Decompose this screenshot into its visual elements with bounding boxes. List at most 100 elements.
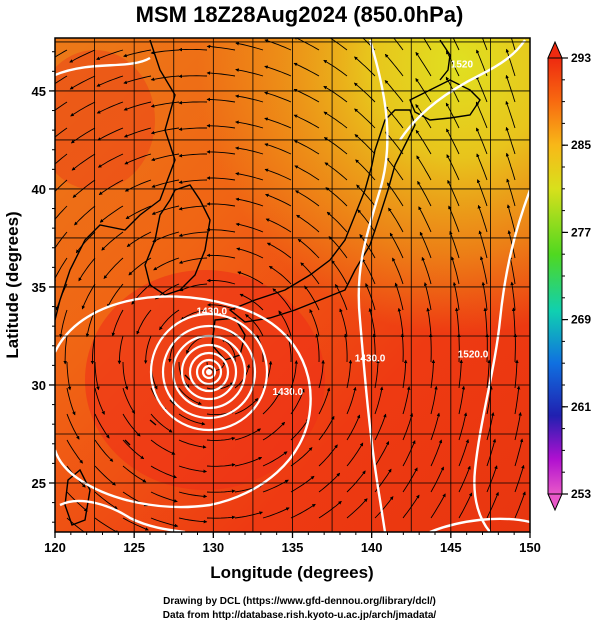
wind-streamline (262, 391, 281, 415)
wind-streamline (346, 442, 364, 467)
wind-streamline (90, 335, 96, 365)
wind-streamline (55, 205, 68, 220)
wind-streamline (293, 140, 320, 155)
wind-streamline (178, 465, 207, 474)
contour-se-ring (429, 517, 530, 532)
wind-streamline (514, 359, 519, 389)
wind-streamline (206, 278, 236, 285)
wind-streamline (206, 515, 236, 520)
wind-streamline (505, 74, 516, 103)
wind-streamline (514, 438, 524, 467)
korean-peninsula-coast (144, 184, 211, 296)
wind-streamline (55, 153, 68, 165)
wind-streamline (386, 182, 404, 207)
wind-streamline (94, 491, 118, 510)
x-tick-label: 140 (361, 540, 383, 555)
wind-streamline (417, 180, 432, 207)
wind-streamline (293, 38, 320, 51)
wind-streamline (323, 59, 348, 77)
wind-streamline (150, 413, 173, 433)
wind-streamline (514, 464, 525, 493)
wind-streamline (74, 205, 96, 226)
wind-streamline (159, 309, 180, 331)
sakhalin-coast (439, 39, 451, 81)
wind-streamline (125, 205, 152, 220)
honshu-coast (228, 109, 416, 323)
contour-1430-large (55, 295, 312, 509)
wind-streamline (423, 38, 432, 51)
wind-streamline (264, 117, 292, 129)
colorbar-tick-label: 253 (571, 487, 591, 501)
wind-streamline (295, 190, 320, 207)
wind-streamline (324, 162, 348, 181)
wind-streamline (150, 439, 176, 455)
y-tick-label: 30 (32, 378, 46, 393)
wind-streamline (389, 232, 404, 259)
wind-streamline (262, 479, 289, 493)
colorbar-tick-label: 277 (571, 225, 591, 239)
wind-streamline (262, 451, 288, 467)
wind-streamline (331, 260, 348, 285)
axis-ticks: 120 125 130 135 140 145 150 25 30 35 40 45 (32, 51, 541, 555)
ryukyu-islands (124, 374, 191, 446)
wind-streamline (122, 413, 141, 437)
wind-streamline (151, 205, 180, 215)
wind-streamline (339, 308, 348, 337)
wind-streamline (235, 120, 264, 129)
wind-streamline (206, 202, 236, 207)
wind-streamline (234, 456, 263, 467)
wind-streamline (272, 288, 292, 311)
contour-nw-ring (55, 56, 151, 77)
wind-streamline (318, 387, 331, 415)
wind-streamline (107, 283, 124, 308)
wind-streamline (234, 397, 259, 415)
wind-streamline (385, 131, 404, 155)
colorbar-scale (547, 57, 563, 495)
wind-streamline (55, 231, 68, 249)
wind-streamline (143, 335, 152, 364)
wind-streamline (514, 412, 522, 441)
wind-streamline (426, 307, 432, 337)
wind-streamline (415, 129, 432, 155)
wind-streamline (430, 439, 443, 467)
wind-streamline (153, 257, 180, 271)
wind-streamline (476, 127, 488, 155)
wind-streamline (479, 256, 488, 285)
wind-streamline (446, 50, 460, 77)
wind-streamline (476, 153, 488, 181)
wind-streamline (75, 231, 96, 254)
wind-streamline (475, 75, 488, 103)
wind-streamline (430, 493, 446, 519)
wind-streamline (94, 387, 105, 415)
wind-streamline (178, 100, 208, 105)
wind-streamline (78, 257, 96, 282)
wind-streamline (446, 154, 460, 181)
wind-streamline (122, 439, 145, 460)
wind-streamline (393, 38, 404, 51)
coastlines (55, 39, 481, 526)
wind-streamline (206, 123, 236, 129)
wind-streamline (323, 85, 348, 103)
wind-streamline (505, 126, 516, 155)
wind-streamline (343, 333, 348, 363)
wind-streamline (290, 388, 305, 415)
wind-streamline (178, 387, 202, 405)
wind-streamline (178, 47, 208, 52)
colorbar-tick-label: 269 (571, 313, 591, 327)
wind-streamline (178, 74, 208, 79)
wind-streamline (486, 438, 497, 467)
wind-streamline (206, 436, 236, 441)
wind-streamline (402, 386, 411, 415)
wind-streamline (290, 447, 313, 467)
y-tick-label: 45 (32, 84, 46, 99)
wind-streamline (123, 101, 152, 111)
wind-streamline (384, 53, 404, 77)
wind-streamlines (55, 38, 526, 532)
wind-streamline (397, 307, 404, 337)
contour-label: 1430.0 (355, 353, 386, 364)
wind-streamline (235, 41, 264, 51)
wind-streamline (506, 204, 516, 233)
wind-streamline (368, 308, 376, 337)
wind-streamline (402, 467, 418, 493)
wind-streamline (510, 38, 516, 51)
